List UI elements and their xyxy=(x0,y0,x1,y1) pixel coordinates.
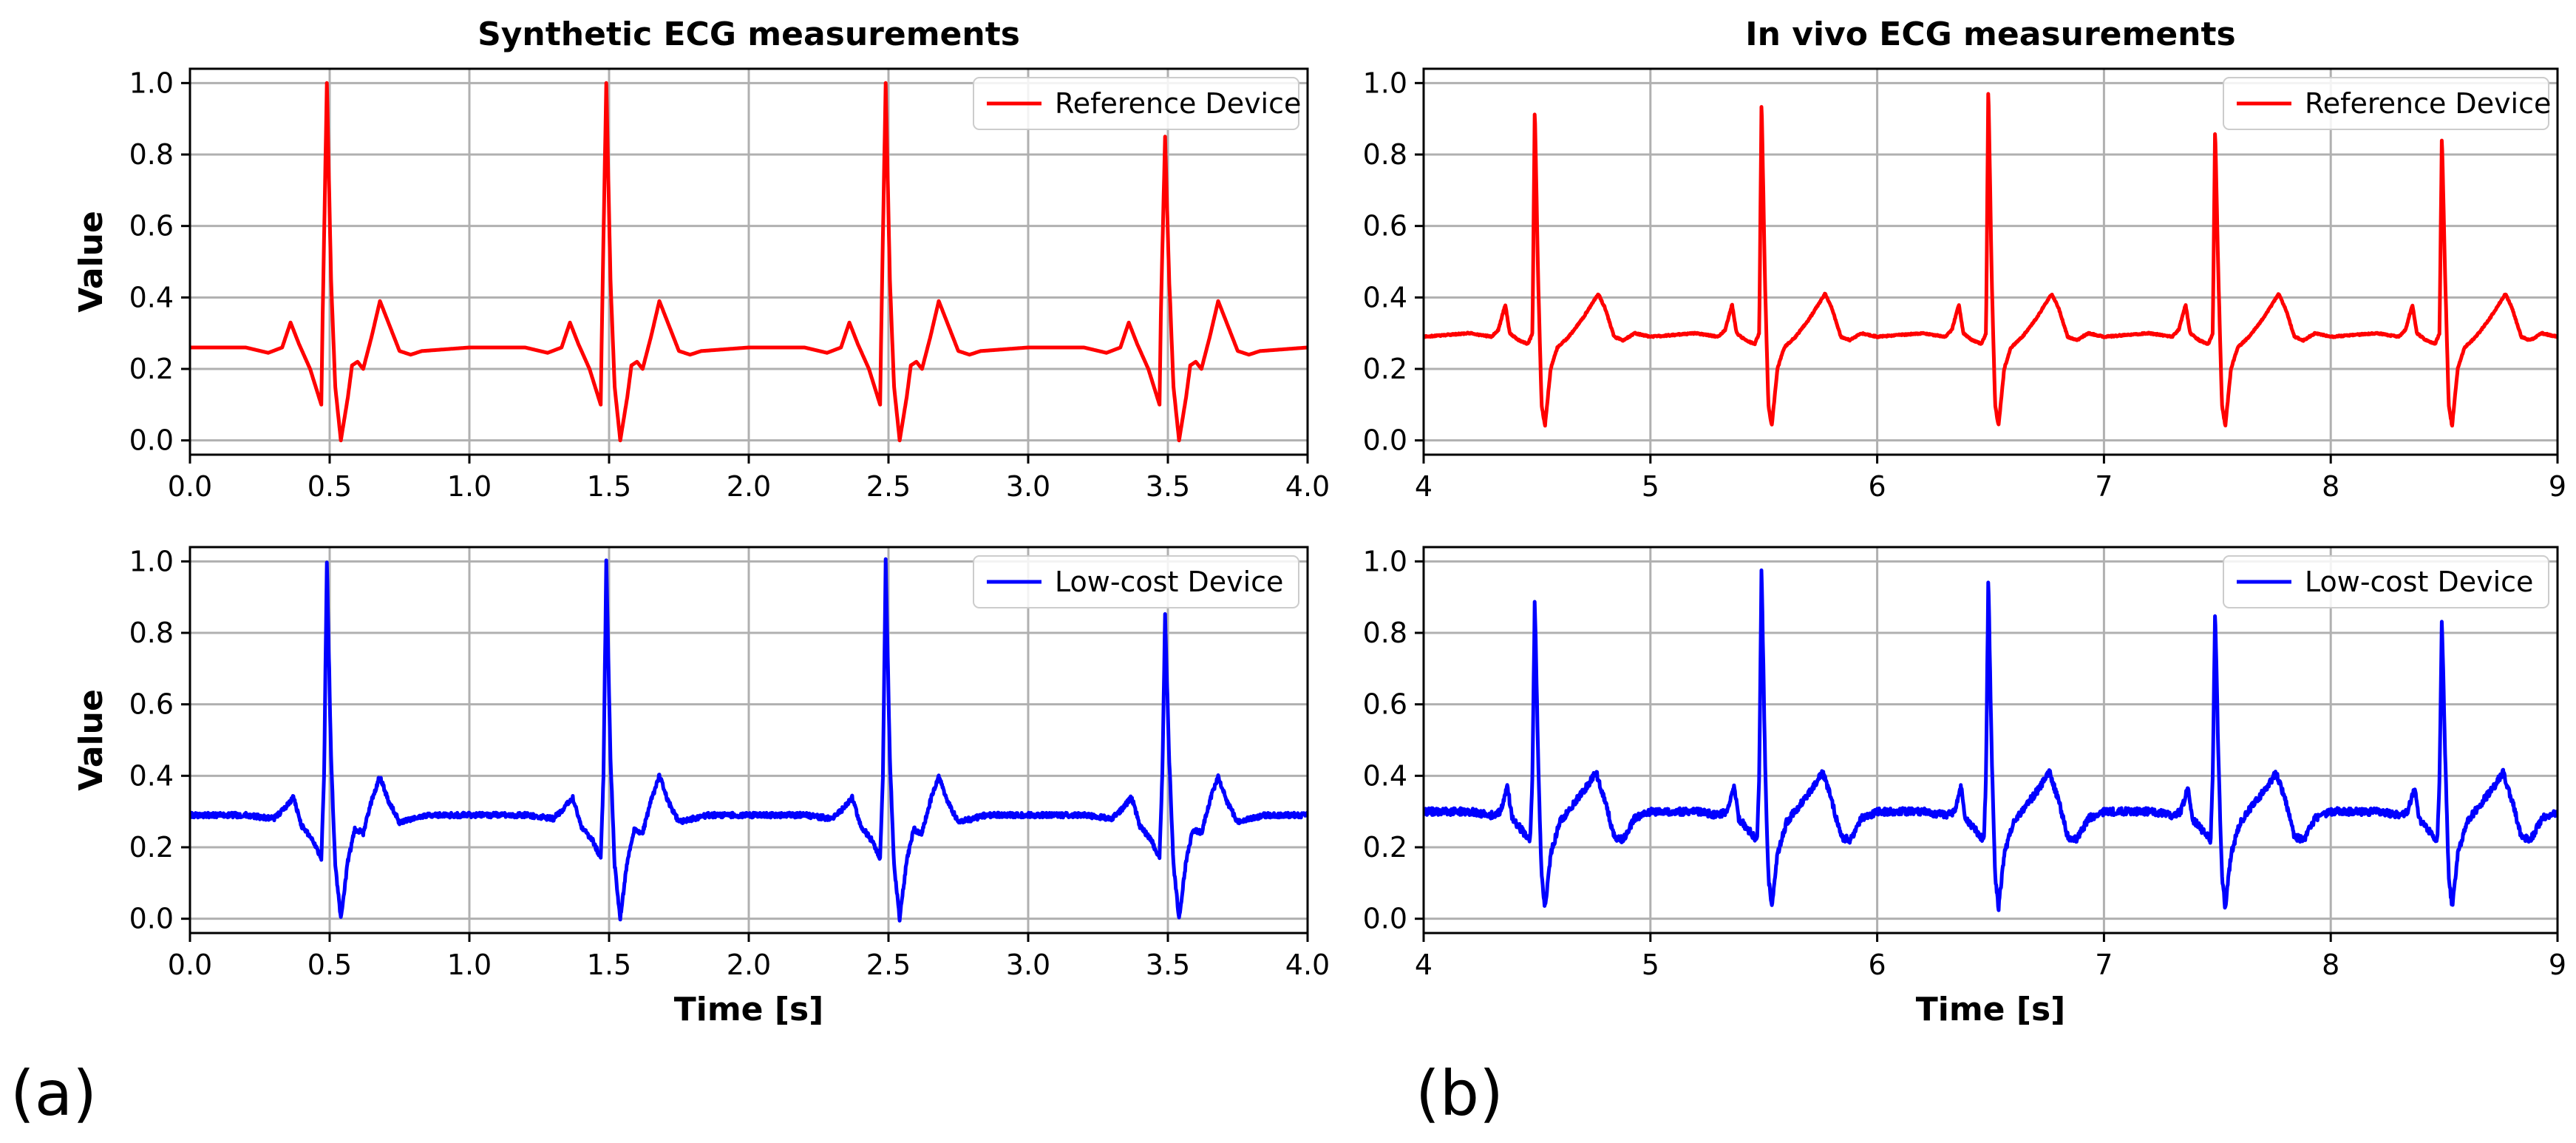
axes-frame xyxy=(1422,67,2559,456)
chart-title: In vivo ECG measurements xyxy=(1745,16,2235,53)
legend-label: Reference Device xyxy=(1055,87,1301,120)
x-tick-label: 1.5 xyxy=(587,470,631,503)
x-tick-label: 1.0 xyxy=(447,470,492,503)
panel-label-b: (b) xyxy=(1416,1057,1503,1130)
legend-box xyxy=(973,77,1299,130)
y-tick-label: 0.2 xyxy=(129,353,174,385)
x-tick-label: 4 xyxy=(1415,470,1433,503)
x-tick-label: 0.0 xyxy=(168,949,212,981)
y-tick-label: 1.0 xyxy=(1363,545,1407,577)
chart-title: Synthetic ECG measurements xyxy=(478,16,1020,53)
y-tick-label: 0.4 xyxy=(1363,281,1407,313)
legend-label: Reference Device xyxy=(2305,87,2551,120)
x-tick-label: 0.5 xyxy=(307,949,352,981)
y-tick-label: 0.4 xyxy=(129,281,174,313)
y-tick-label: 1.0 xyxy=(1363,67,1407,99)
y-tick-label: 0.2 xyxy=(1363,353,1407,385)
x-tick-label: 8 xyxy=(2322,949,2339,981)
y-axis-label: Value xyxy=(72,211,110,313)
x-tick-label: 7 xyxy=(2095,949,2113,981)
y-tick-label: 0.8 xyxy=(129,138,174,171)
series-line-0 xyxy=(190,81,1308,443)
y-axis-label: Value xyxy=(72,689,110,791)
panel-label-a: (a) xyxy=(10,1057,97,1130)
legend: Low-cost Device xyxy=(2223,555,2549,608)
legend-box xyxy=(2223,555,2549,608)
y-tick-label: 1.0 xyxy=(129,545,174,577)
y-tick-label: 1.0 xyxy=(129,67,174,99)
chart-vivo_ref: Reference Device 4 5 6 7 8 9 0.0 0.2 0.4 0.6 0.8 1.0… xyxy=(1363,16,2567,503)
y-tick-label: 0.8 xyxy=(1363,617,1407,649)
series-line-0 xyxy=(190,557,1308,923)
x-tick-label: 3.5 xyxy=(1146,949,1190,981)
y-tick-label: 0.0 xyxy=(1363,424,1407,457)
legend: Reference Device xyxy=(2223,77,2551,130)
y-tick-label: 0.4 xyxy=(129,759,174,792)
y-tick-label: 0.6 xyxy=(1363,688,1407,721)
y-tick-label: 0.6 xyxy=(1363,210,1407,242)
x-tick-label: 2.5 xyxy=(866,949,911,981)
series-line-0 xyxy=(1424,568,2558,912)
x-tick-label: 3.0 xyxy=(1006,949,1050,981)
y-tick-label: 0.6 xyxy=(129,210,174,242)
x-tick-label: 6 xyxy=(1869,949,1886,981)
y-tick-label: 0.4 xyxy=(1363,759,1407,792)
y-tick-label: 0.8 xyxy=(1363,138,1407,171)
x-tick-label: 1.5 xyxy=(587,949,631,981)
y-tick-label: 0.0 xyxy=(1363,903,1407,935)
x-axis-label: Time [s] xyxy=(1916,991,2066,1028)
x-tick-label: 4.0 xyxy=(1285,470,1330,503)
y-tick-label: 0.2 xyxy=(1363,831,1407,864)
chart-syn_ref: Reference Device 0.0 0.5 1.0 1.5 2.0 2.5 3.0 3.5… xyxy=(72,16,1330,503)
legend-label: Low-cost Device xyxy=(2305,566,2533,598)
x-tick-label: 5 xyxy=(1642,949,1659,981)
x-tick-label: 2.0 xyxy=(727,949,771,981)
legend-box xyxy=(2223,77,2549,130)
x-tick-label: 2.5 xyxy=(866,470,911,503)
chart-syn_low: Low-cost Device 0.0 0.5 1.0 1.5 2.0 2.5 3.0 3.5 4… xyxy=(72,545,1330,1028)
chart-vivo_low: Low-cost Device 4 5 6 7 8 9 0.0 0.2 0.4 0.6 0.8 1.0 T… xyxy=(1363,545,2567,1028)
x-tick-label: 3.5 xyxy=(1146,470,1190,503)
axes-frame xyxy=(1422,546,2559,935)
x-tick-label: 4.0 xyxy=(1285,949,1330,981)
legend-label: Low-cost Device xyxy=(1055,566,1283,598)
x-tick-label: 5 xyxy=(1642,470,1659,503)
x-tick-label: 6 xyxy=(1869,470,1886,503)
y-tick-label: 0.2 xyxy=(129,831,174,864)
x-tick-label: 9 xyxy=(2549,949,2566,981)
y-tick-label: 0.0 xyxy=(129,903,174,935)
x-tick-label: 0.0 xyxy=(168,470,212,503)
x-tick-label: 7 xyxy=(2095,470,2113,503)
series-line-0 xyxy=(1424,92,2558,428)
x-tick-label: 2.0 xyxy=(727,470,771,503)
x-tick-label: 4 xyxy=(1415,949,1433,981)
legend: Low-cost Device xyxy=(973,555,1299,608)
x-tick-label: 9 xyxy=(2549,470,2566,503)
y-tick-label: 0.6 xyxy=(129,688,174,721)
y-tick-label: 0.0 xyxy=(129,424,174,457)
x-axis-label: Time [s] xyxy=(674,991,824,1028)
y-tick-label: 0.8 xyxy=(129,617,174,649)
x-tick-label: 0.5 xyxy=(307,470,352,503)
legend: Reference Device xyxy=(973,77,1301,130)
x-tick-label: 8 xyxy=(2322,470,2339,503)
x-tick-label: 1.0 xyxy=(447,949,492,981)
legend-box xyxy=(973,555,1299,608)
x-tick-label: 3.0 xyxy=(1006,470,1050,503)
